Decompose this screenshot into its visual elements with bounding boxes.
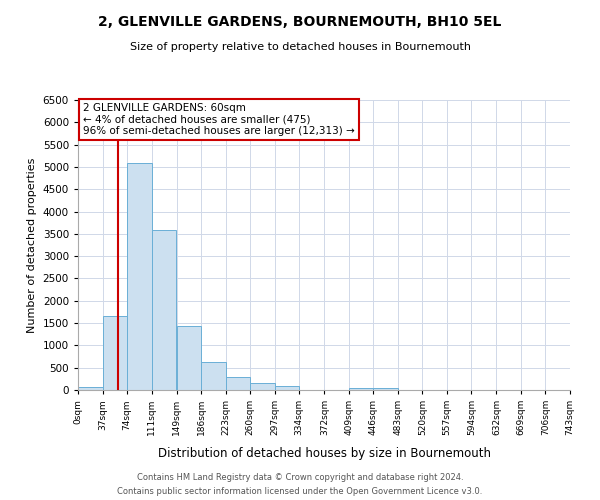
Bar: [176, 326, 201, 390]
Y-axis label: Number of detached properties: Number of detached properties: [27, 158, 37, 332]
Text: Contains HM Land Registry data © Crown copyright and database right 2024.: Contains HM Land Registry data © Crown c…: [137, 472, 463, 482]
Bar: [275, 386, 299, 390]
Text: 2, GLENVILLE GARDENS, BOURNEMOUTH, BH10 5EL: 2, GLENVILLE GARDENS, BOURNEMOUTH, BH10 …: [98, 15, 502, 29]
Bar: [226, 376, 250, 390]
Text: Size of property relative to detached houses in Bournemouth: Size of property relative to detached ho…: [130, 42, 470, 52]
Bar: [250, 384, 275, 390]
Bar: [127, 164, 152, 390]
Bar: [349, 388, 373, 390]
Text: 2 GLENVILLE GARDENS: 60sqm
← 4% of detached houses are smaller (475)
96% of semi: 2 GLENVILLE GARDENS: 60sqm ← 4% of detac…: [83, 103, 355, 136]
X-axis label: Distribution of detached houses by size in Bournemouth: Distribution of detached houses by size …: [157, 446, 491, 460]
Bar: [78, 386, 103, 390]
Bar: [103, 316, 127, 390]
Bar: [152, 230, 176, 390]
Bar: [373, 388, 398, 390]
Text: Contains public sector information licensed under the Open Government Licence v3: Contains public sector information licen…: [118, 488, 482, 496]
Bar: [201, 362, 226, 390]
